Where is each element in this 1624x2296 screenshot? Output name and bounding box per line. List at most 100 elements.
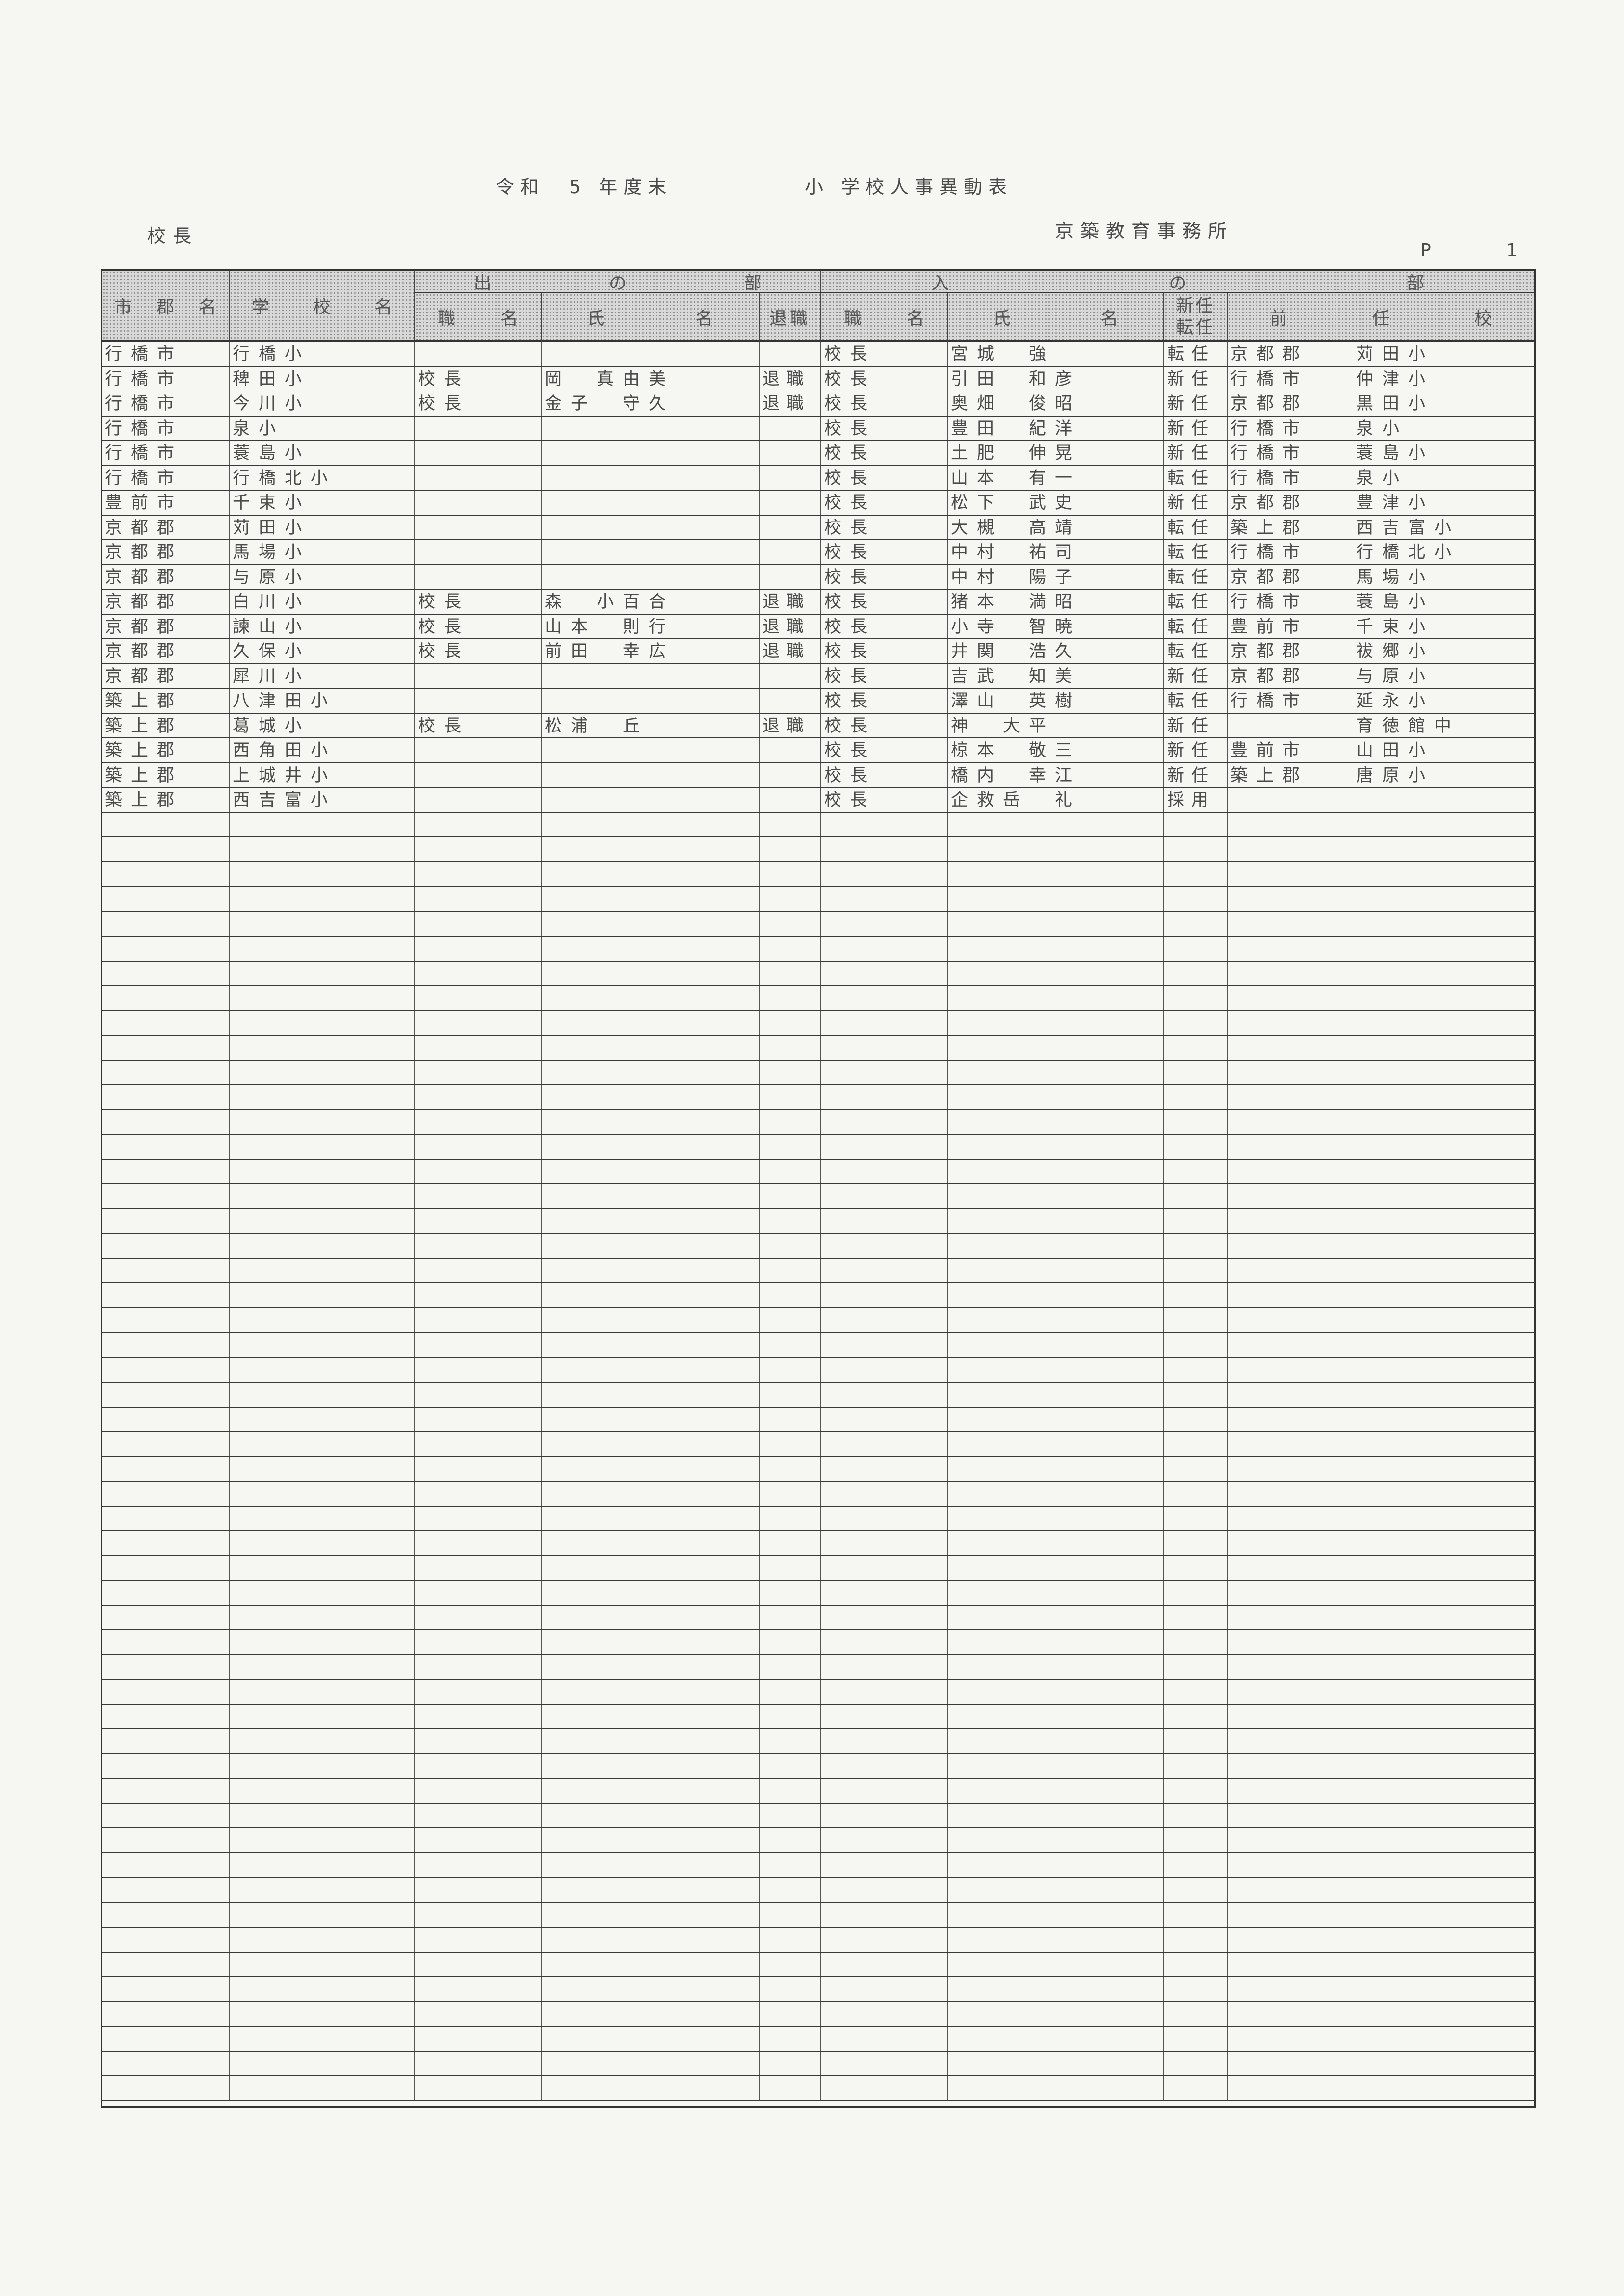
- cell-school: [230, 986, 415, 1010]
- cell-in-name: [948, 937, 1164, 961]
- cell-out-position: [415, 1184, 542, 1208]
- cell-out-position: [415, 2051, 542, 2075]
- cell-in-position: [821, 1506, 948, 1530]
- cell-in-position: [821, 1556, 948, 1580]
- table-row: 築上郡 西角田小 校長 椋本 敬三 新任 豊前市 山田小: [102, 738, 1534, 763]
- cell-school: 与原小: [230, 565, 415, 589]
- cell-district: 行橋市: [102, 391, 230, 416]
- cell-out-type: [760, 1457, 821, 1481]
- cell-in-type: [1164, 1754, 1228, 1778]
- cell-in-type: [1164, 1729, 1228, 1753]
- cell-district: [102, 2002, 230, 2026]
- cell-district: 築上郡: [102, 738, 230, 762]
- cell-in-name: [948, 1085, 1164, 1109]
- cell-out-name: [542, 416, 760, 440]
- cell-out-position: 校長: [415, 639, 542, 663]
- cell-out-name: [542, 862, 760, 886]
- empty-table-row: [102, 1234, 1534, 1259]
- cell-in-name: 大槻 高靖: [948, 515, 1164, 539]
- cell-in-position: [821, 2027, 948, 2051]
- cell-out-name: [542, 441, 760, 465]
- cell-in-position: [821, 1754, 948, 1778]
- cell-district: [102, 887, 230, 911]
- header-text: 氏: [993, 309, 1011, 329]
- cell-in-position: 校長: [821, 441, 948, 465]
- cell-district: 京都郡: [102, 565, 230, 589]
- cell-district: [102, 1283, 230, 1307]
- cell-out-position: 校長: [415, 391, 542, 416]
- cell-out-type: [760, 565, 821, 589]
- cell-district: [102, 1729, 230, 1753]
- cell-out-position: [415, 912, 542, 936]
- cell-prev: [1228, 1209, 1534, 1233]
- cell-district: [102, 1357, 230, 1382]
- cell-out-position: [415, 441, 542, 465]
- empty-table-row: [102, 1110, 1534, 1135]
- cell-prev: [1228, 1705, 1534, 1729]
- cell-in-type: 転任: [1164, 614, 1228, 638]
- cell-prev: [1228, 862, 1534, 887]
- cell-in-type: 新任: [1164, 664, 1228, 688]
- empty-table-row: [102, 1630, 1534, 1655]
- cell-out-position: [415, 738, 542, 762]
- cell-out-type: [760, 664, 821, 688]
- cell-out-position: [415, 664, 542, 688]
- cell-district: 行橋市: [102, 441, 230, 465]
- cell-out-position: [415, 1878, 542, 1902]
- cell-in-position: [821, 912, 948, 936]
- cell-out-type: [760, 2051, 821, 2075]
- cell-out-name: [542, 1729, 760, 1753]
- cell-school: 犀川小: [230, 664, 415, 688]
- cell-in-position: 校長: [821, 491, 948, 515]
- cell-in-name: [948, 1457, 1164, 1481]
- table-row: 築上郡 上城井小 校長 橋内 幸江 新任 築上郡 唐原小: [102, 763, 1534, 788]
- table-row: 築上郡 葛城小 校長 松浦 丘退職 校長神 大平 新任 育徳館中: [102, 713, 1534, 738]
- empty-table-row: [102, 1878, 1534, 1903]
- cell-out-type: [760, 1704, 821, 1728]
- cell-in-name: [948, 1482, 1164, 1506]
- cell-in-type: [1164, 1928, 1228, 1952]
- empty-table-row: [102, 1060, 1534, 1085]
- header-text: 名: [1100, 309, 1119, 329]
- cell-in-name: [948, 1630, 1164, 1654]
- header-text: 退職: [769, 309, 811, 329]
- cell-district: [102, 1060, 230, 1084]
- cell-out-name: [542, 1011, 760, 1035]
- empty-table-row: [102, 1159, 1534, 1184]
- cell-out-type: [760, 1977, 821, 2001]
- header-text: 職: [437, 309, 455, 329]
- cell-district: [102, 1828, 230, 1852]
- cell-out-position: [415, 1556, 542, 1580]
- table-row: 豊前市 千束小 校長 松下 武史 新任 京都郡 豊津小: [102, 491, 1534, 516]
- cell-in-type: 新任: [1164, 416, 1228, 440]
- cell-school: [230, 1308, 415, 1332]
- prev-school: 豊津小: [1356, 493, 1435, 513]
- cell-district: [102, 1432, 230, 1456]
- cell-out-type: [760, 1779, 821, 1803]
- cell-out-type: 退職: [760, 614, 821, 638]
- cell-in-type: [1164, 1258, 1228, 1282]
- cell-out-type: [760, 491, 821, 515]
- prev-district: 行橋市: [1231, 418, 1309, 439]
- cell-in-type: [1164, 1903, 1228, 1927]
- cell-prev: [1228, 1259, 1534, 1283]
- cell-out-name: [542, 1754, 760, 1778]
- cell-in-type: [1164, 1357, 1228, 1382]
- cell-in-name: [948, 2027, 1164, 2051]
- cell-out-type: [760, 1036, 821, 1060]
- cell-school: [230, 1209, 415, 1233]
- cell-out-name: [542, 1952, 760, 1976]
- cell-prev: [1228, 1581, 1534, 1605]
- cell-in-name: 猪本 満昭: [948, 590, 1164, 614]
- prev-district: 豊前市: [1231, 741, 1309, 760]
- cell-out-name: [542, 1878, 760, 1902]
- empty-table-row: [102, 1928, 1534, 1953]
- cell-prev: [1228, 1457, 1534, 1481]
- cell-district: [102, 1903, 230, 1927]
- cell-out-type: [760, 812, 821, 836]
- header-out-name: 氏名: [542, 293, 760, 342]
- cell-out-type: [760, 540, 821, 564]
- cell-prev: [1228, 2027, 1534, 2051]
- cell-out-name: [542, 342, 760, 366]
- empty-table-row: [102, 1085, 1534, 1110]
